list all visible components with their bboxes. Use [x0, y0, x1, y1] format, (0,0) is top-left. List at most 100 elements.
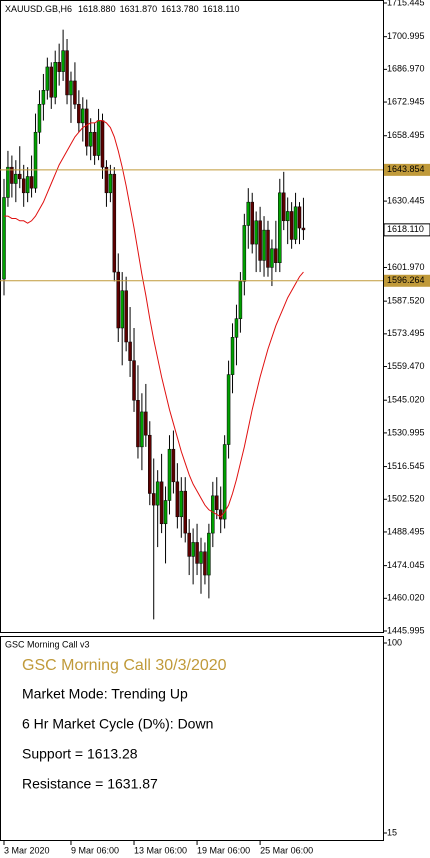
y-tick-label: 1559.470: [387, 361, 425, 371]
header-high: 1631.870: [120, 4, 158, 14]
panel-tick-label: 15: [387, 827, 397, 837]
candle-body: [254, 220, 258, 245]
candle-body: [278, 192, 282, 263]
candle-body: [128, 341, 132, 361]
candle-body: [203, 551, 207, 576]
candle-body: [297, 206, 302, 229]
candle-body: [159, 481, 164, 525]
candle-body: [65, 50, 69, 96]
candle-body: [226, 374, 231, 445]
candle-body: [57, 62, 61, 72]
candle-body: [96, 120, 101, 156]
candle-body: [120, 290, 124, 329]
y-tick-label: 1686.970: [387, 64, 425, 74]
plot: [2, 29, 306, 620]
candle-body: [191, 542, 195, 557]
main-frame: [0, 0, 384, 633]
level-box: [384, 274, 430, 287]
candle-body: [187, 532, 191, 557]
candle-body: [6, 166, 10, 198]
candle-body: [81, 108, 85, 124]
candle-body: [281, 192, 286, 222]
panel-frame: [0, 636, 384, 841]
candle-body: [69, 80, 73, 96]
x-tick-label: 19 Mar 06:00: [197, 845, 250, 855]
candle-body: [179, 490, 184, 518]
candle-body: [18, 173, 22, 180]
candle-body: [242, 225, 247, 282]
panel-line: Resistance = 1631.87: [22, 776, 158, 792]
candle-body: [207, 532, 211, 576]
candle-body: [144, 411, 148, 436]
candle-body: [14, 173, 18, 184]
candle-body: [270, 248, 274, 268]
candle-body: [140, 411, 144, 448]
panel-heading: GSC Morning Call 30/3/2020: [22, 657, 227, 674]
candle-body: [148, 434, 152, 494]
panel-line: Market Mode: Trending Up: [22, 686, 188, 702]
candle-body: [274, 248, 278, 263]
y-tick-label: 1700.995: [387, 31, 425, 41]
candle-body: [151, 493, 156, 506]
candle-body: [266, 229, 270, 268]
y-tick-label: 1658.495: [387, 130, 425, 140]
candle-body: [262, 229, 266, 261]
candle-body: [124, 290, 128, 343]
candle-body: [37, 104, 42, 133]
header-close: 1618.110: [203, 4, 240, 14]
header: XAUUSD.GB,H6 1618.880 1631.870 1613.780 1618…: [5, 4, 240, 14]
candle-body: [33, 131, 38, 189]
y-tick-label: 1672.945: [387, 96, 425, 106]
y-tick-label: 1573.495: [387, 328, 425, 338]
candle-body: [136, 400, 140, 448]
candle-body: [289, 211, 294, 240]
level-label: 1596.264: [387, 275, 425, 285]
y-tick-label: 1460.020: [387, 593, 425, 603]
x-tick-label: 9 Mar 06:00: [71, 845, 119, 855]
moving-average: [4, 120, 304, 518]
candle-body: [199, 551, 203, 564]
candle-body: [116, 271, 121, 329]
candle-body: [53, 62, 57, 98]
candle-body: [183, 490, 187, 534]
y-tick-label: 1530.995: [387, 427, 425, 437]
candle-body: [285, 211, 290, 222]
candle-body: [155, 481, 160, 506]
candle-body: [10, 166, 14, 184]
candle-body: [258, 220, 262, 261]
header-low: 1613.780: [161, 4, 199, 14]
x-tick-label: 3 Mar 2020: [4, 845, 50, 855]
candle-body: [218, 509, 223, 520]
y-tick-label: 1715.445: [387, 0, 425, 7]
candle-body: [41, 90, 46, 105]
candle-body: [230, 337, 235, 375]
header-open: 1618.880: [78, 4, 116, 14]
candle-body: [175, 481, 180, 518]
y-tick-label: 1474.045: [387, 560, 425, 570]
y-tick-label: 1445.995: [387, 625, 425, 635]
candle-body: [171, 448, 176, 483]
candle-body: [234, 318, 239, 338]
candle-body: [73, 80, 77, 105]
x-tick-label: 13 Mar 06:00: [134, 845, 187, 855]
candle-body: [215, 495, 219, 511]
candle-body: [108, 173, 113, 194]
panel-title: GSC Morning Call v3: [5, 639, 90, 649]
y-tick-label: 1488.495: [387, 526, 425, 536]
candle-body: [195, 542, 199, 564]
candle-body: [250, 201, 254, 245]
candle-body: [21, 178, 26, 194]
candle-body: [238, 281, 243, 319]
candle-body: [301, 227, 306, 231]
price-label: 1618.110: [387, 224, 424, 234]
candle-body: [61, 50, 65, 72]
candle-body: [246, 201, 251, 226]
candle-body: [163, 500, 168, 525]
candle-body: [88, 131, 93, 147]
candle-body: [77, 104, 81, 124]
candle-body: [2, 197, 6, 280]
candle-body: [84, 108, 89, 147]
candle-body: [49, 66, 54, 98]
